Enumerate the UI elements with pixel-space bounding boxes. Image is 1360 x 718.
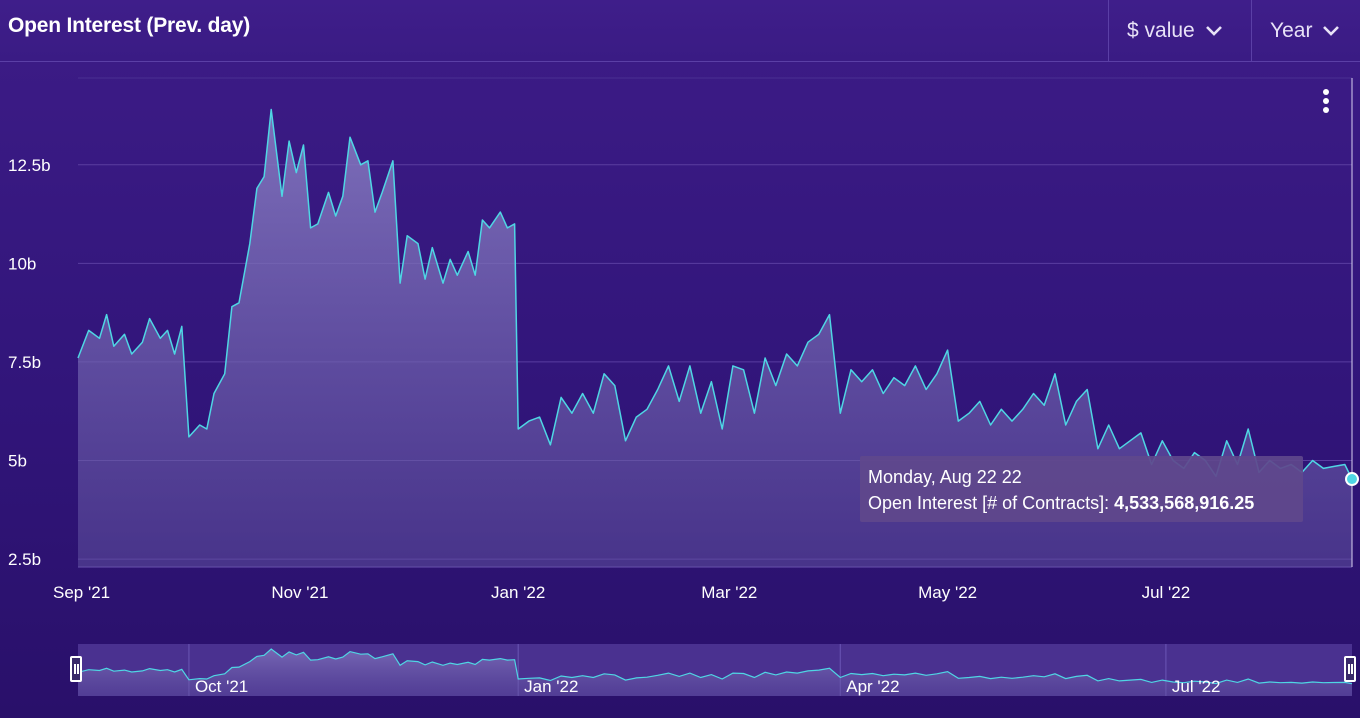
tooltip-series-label: Open Interest [# of Contracts] (868, 493, 1105, 513)
x-tick-label: Sep '21 (53, 583, 110, 602)
value-selector-label: $ value (1127, 18, 1195, 42)
tooltip-separator: : (1104, 493, 1115, 513)
y-tick-label: 5b (8, 452, 27, 471)
open-interest-chart[interactable]: 2.5b 5b 7.5b 10b 12.5b Sep '21 Nov '21 Jan '22… (0, 62, 1360, 718)
chart-tooltip: Monday, Aug 22 22 Open Interest [# of Co… (860, 456, 1303, 522)
chart-title: Open Interest (Prev. day) (8, 14, 251, 37)
y-tick-label: 2.5b (8, 550, 41, 569)
series-area (77, 78, 1359, 567)
y-tick-label: 10b (8, 254, 36, 273)
series-line (77, 108, 1353, 480)
range-selector-label: Year (1270, 18, 1313, 42)
x-tick-label: Jan '22 (491, 583, 545, 602)
x-tick-label: Jul '22 (1142, 583, 1191, 602)
chart-menu-icon[interactable] (1316, 87, 1336, 119)
navigator-tick-label: Apr '22 (846, 677, 899, 696)
x-axis-labels: Sep '21 Nov '21 Jan '22 Mar '22 May '22 Jul '… (53, 583, 1190, 602)
x-tick-label: Nov '21 (271, 583, 328, 602)
range-selector-button[interactable]: Year (1251, 0, 1360, 61)
chevron-down-icon (1322, 19, 1340, 43)
value-selector-button[interactable]: $ value (1108, 0, 1251, 61)
x-tick-label: Mar '22 (701, 583, 757, 602)
range-navigator[interactable]: Oct '21 Jan '22 Apr '22 Jul '22 (77, 644, 1353, 696)
navigator-tick-label: Jan '22 (524, 677, 578, 696)
navigator-tick-label: Oct '21 (195, 677, 248, 696)
hover-point (1345, 472, 1359, 487)
navigator-line (77, 648, 1353, 685)
y-tick-label: 12.5b (8, 156, 51, 175)
tooltip-date: Monday, Aug 22 22 (868, 467, 1022, 487)
y-axis-labels: 2.5b 5b 7.5b 10b 12.5b (8, 156, 51, 569)
navigator-area-fill (78, 649, 1352, 696)
navigator-tick-label: Jul '22 (1172, 677, 1221, 696)
navigator-right-handle[interactable] (1344, 656, 1356, 682)
chevron-down-icon (1205, 19, 1223, 43)
tooltip-value-row: Open Interest [# of Contracts]: 4,533,56… (868, 490, 1295, 516)
y-tick-label: 7.5b (8, 353, 41, 372)
chart-header: Open Interest (Prev. day) $ value Year (0, 0, 1360, 62)
navigator-left-handle[interactable] (70, 656, 82, 682)
tooltip-value: 4,533,568,916.25 (1114, 493, 1255, 513)
x-tick-label: May '22 (918, 583, 977, 602)
